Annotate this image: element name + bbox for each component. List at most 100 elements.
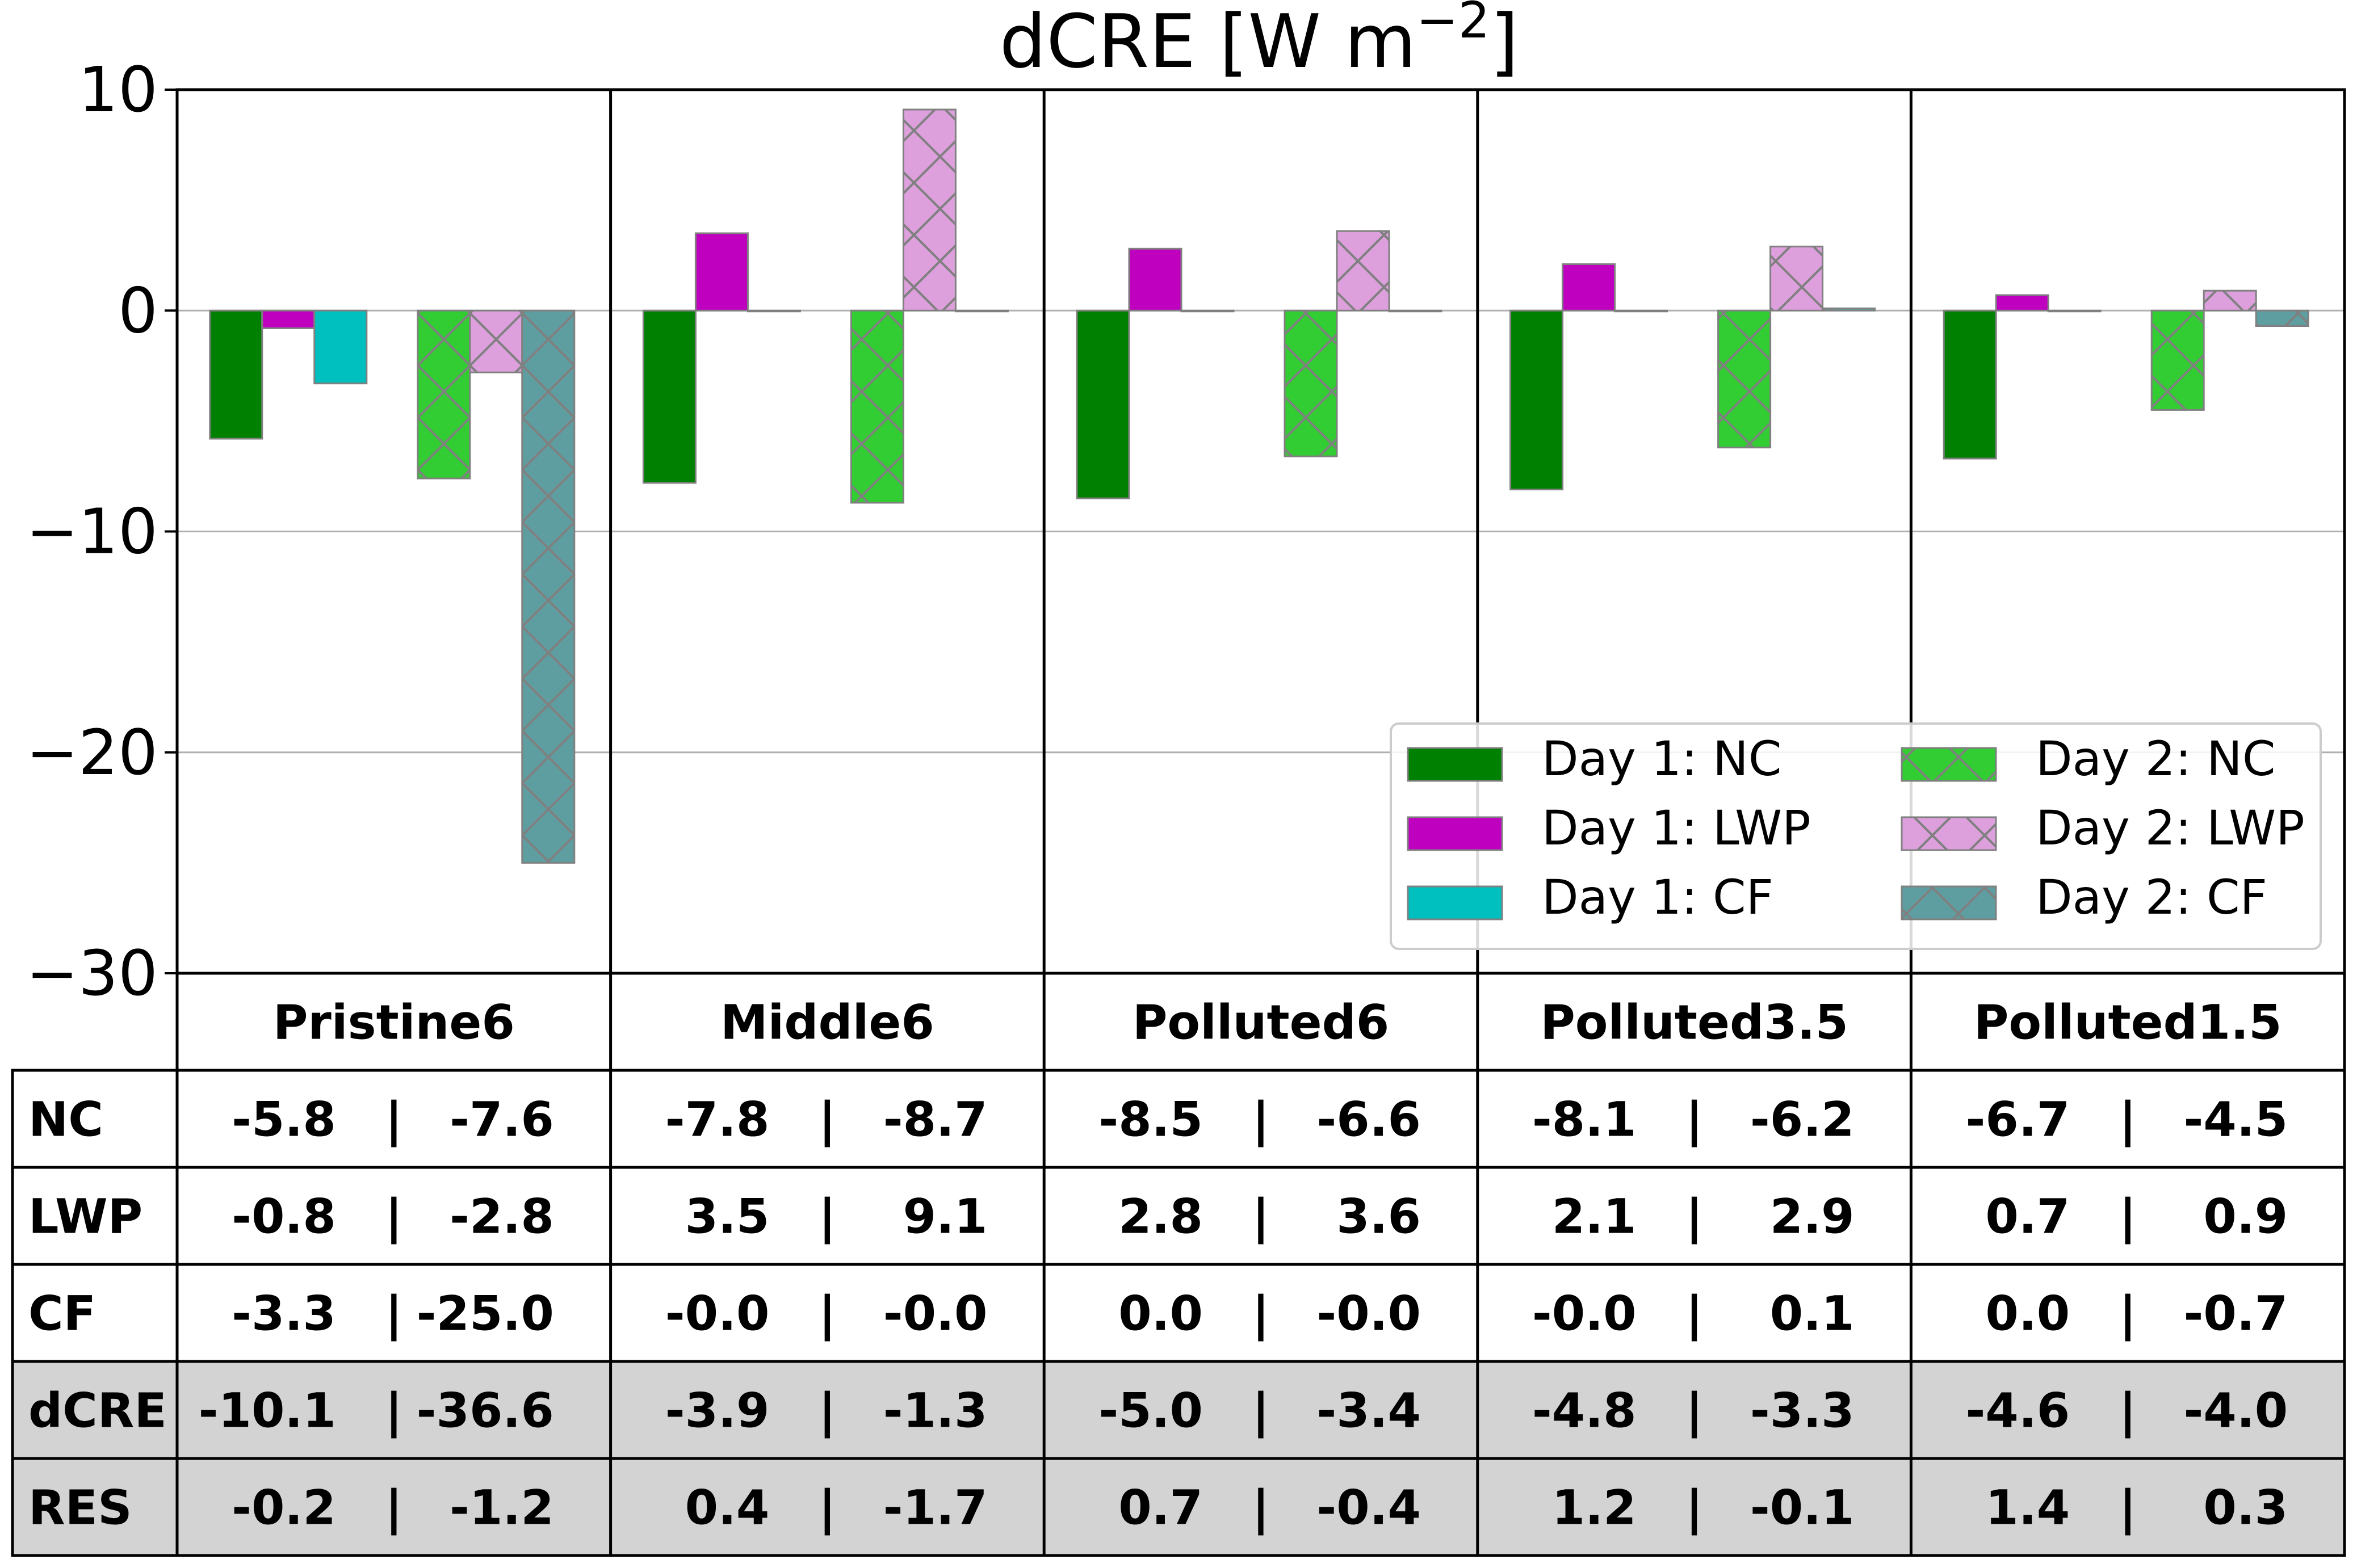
table-cell-separator: | [2119,1092,2137,1147]
table-cell-day2: -25.0 [417,1286,554,1342]
table-cell-separator: | [385,1092,402,1147]
legend-swatch [1407,885,1503,920]
table-cell-day1: -10.1 [199,1383,336,1439]
table-cell-separator: | [2119,1480,2137,1536]
table-row-shade [12,1361,2345,1458]
table-cell-day1: -0.0 [665,1286,770,1342]
table-cell-day1: -3.3 [232,1286,336,1342]
bar [1562,263,1616,312]
table-cell-separator: | [1252,1286,1270,1342]
table-cell-day1: -6.7 [1966,1092,2070,1147]
table-cell-day1: -5.8 [232,1092,336,1147]
bar-hatch [955,310,1008,312]
table-cell-separator: | [1252,1189,1270,1245]
bar-hatch [1389,310,1441,312]
table-cell-separator: | [1685,1286,1703,1342]
table-header-label: Polluted6 [1133,995,1389,1050]
table-row-label: RES [28,1480,132,1536]
table-row-label: CF [28,1286,96,1342]
bar [694,232,749,312]
table-cell-day1: 0.0 [1118,1286,1203,1342]
bar-hatch [1718,310,1771,448]
bar [209,309,263,440]
table-cell-day2: -6.6 [1316,1092,1421,1147]
table-cell-day2: -3.4 [1316,1383,1421,1439]
data-table: Pristine6 Middle6 Polluted6 Polluted3.5 Poll… [11,972,2346,1557]
legend: Day 1: NC Day 1: LWP Day 1: CF Day 2: NC Day… [1390,722,2322,950]
table-cell-day1: 2.1 [1552,1189,1637,1245]
bar [1995,294,2049,312]
table-cell-separator: | [2119,1189,2137,1245]
table-cell-day2: -1.2 [450,1480,554,1536]
table-header-label: Middle6 [720,995,934,1050]
y-tick-label: −20 [26,716,158,789]
bar [1509,309,1564,491]
table-cell-day2: -8.7 [883,1092,988,1147]
bar-hatch [1770,246,1823,311]
bar-hatch [2256,310,2309,326]
table-cell-separator: | [1252,1383,1270,1439]
table-cell-separator: | [819,1383,836,1439]
bar [746,309,801,313]
table-cell-day2: 0.9 [2203,1189,2288,1245]
legend-swatch-hatch [1902,817,1996,850]
table-cell-day1: -4.8 [1532,1383,1637,1439]
table-cell-separator: | [2119,1286,2137,1342]
bar-hatch [2152,310,2204,410]
table-cell-day2: -4.5 [2184,1092,2288,1147]
gridlines [177,309,2345,754]
bar-hatch [1337,231,1389,311]
bars [209,108,2309,864]
table-row-label: NC [28,1092,103,1147]
bar [313,309,368,385]
table-cell-day2: -7.6 [450,1092,554,1147]
table-cell-day2: 2.9 [1770,1189,1855,1245]
table-cell-day2: 0.1 [1770,1286,1855,1342]
legend-swatch [1407,747,1503,782]
table-cell-day1: 2.8 [1118,1189,1203,1245]
table-header-label: Polluted1.5 [1974,995,2282,1050]
y-tick-label: 0 [118,274,158,347]
bar [1076,309,1130,499]
legend-swatch [1407,816,1503,851]
table-cell-day1: 3.5 [685,1189,770,1245]
table-cell-separator: | [385,1286,402,1342]
table-cell-day2: -0.0 [883,1286,988,1342]
table-cell-day2: -0.1 [1750,1480,1855,1536]
table-cell-separator: | [819,1189,836,1245]
table-cell-day1: -0.8 [232,1189,336,1245]
table-cell-day2: 3.6 [1336,1189,1421,1245]
table-cell-day1: -5.0 [1098,1383,1203,1439]
table-cell-separator: | [1685,1189,1703,1245]
legend-label: Day 1: CF [1542,869,1773,925]
bar [1128,247,1182,312]
legend-label: Day 2: NC [2036,731,2276,787]
table-cell-day1: -8.5 [1098,1092,1203,1147]
table-row-label: LWP [28,1189,142,1245]
table-cell-separator: | [385,1480,402,1536]
table-cell-separator: | [1252,1092,1270,1147]
table-cell-day2: -3.3 [1750,1383,1855,1439]
bar-hatch [522,310,574,863]
bar-hatch [1822,308,1875,311]
bar-hatch [903,110,956,311]
bar [2047,309,2102,313]
table-cell-separator: | [1685,1480,1703,1536]
table-cell-day2: -1.7 [883,1480,988,1536]
table-cell-day1: -0.2 [232,1480,336,1536]
legend-label: Day 2: CF [2036,869,2267,925]
bar-hatch [2204,291,2257,311]
table-cell-day1: 1.4 [1985,1480,2070,1536]
table-cell-separator: | [819,1286,836,1342]
y-tick-label: −30 [26,937,158,1010]
table-cell-day1: -8.1 [1532,1092,1637,1147]
bar-hatch [851,310,904,503]
table-cell-separator: | [1252,1480,1270,1536]
table-cell-day2: 0.3 [2203,1480,2288,1536]
legend-swatch-hatch [1902,886,1996,919]
table-cell-day2: 9.1 [903,1189,988,1245]
table-cell-separator: | [1685,1092,1703,1147]
table-cell-day1: 0.0 [1985,1286,2070,1342]
y-tick-label: −10 [26,495,158,568]
